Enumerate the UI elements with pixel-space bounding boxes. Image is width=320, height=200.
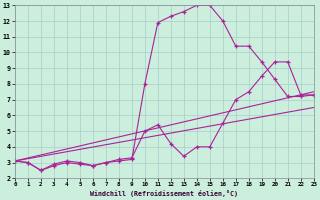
X-axis label: Windchill (Refroidissement éolien,°C): Windchill (Refroidissement éolien,°C) xyxy=(90,190,238,197)
